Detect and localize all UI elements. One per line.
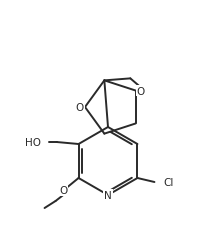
Text: Cl: Cl — [163, 177, 173, 187]
Text: HO: HO — [24, 137, 40, 147]
Text: O: O — [136, 86, 144, 96]
Text: O: O — [75, 103, 84, 112]
Text: O: O — [59, 185, 67, 195]
Text: N: N — [104, 190, 111, 200]
